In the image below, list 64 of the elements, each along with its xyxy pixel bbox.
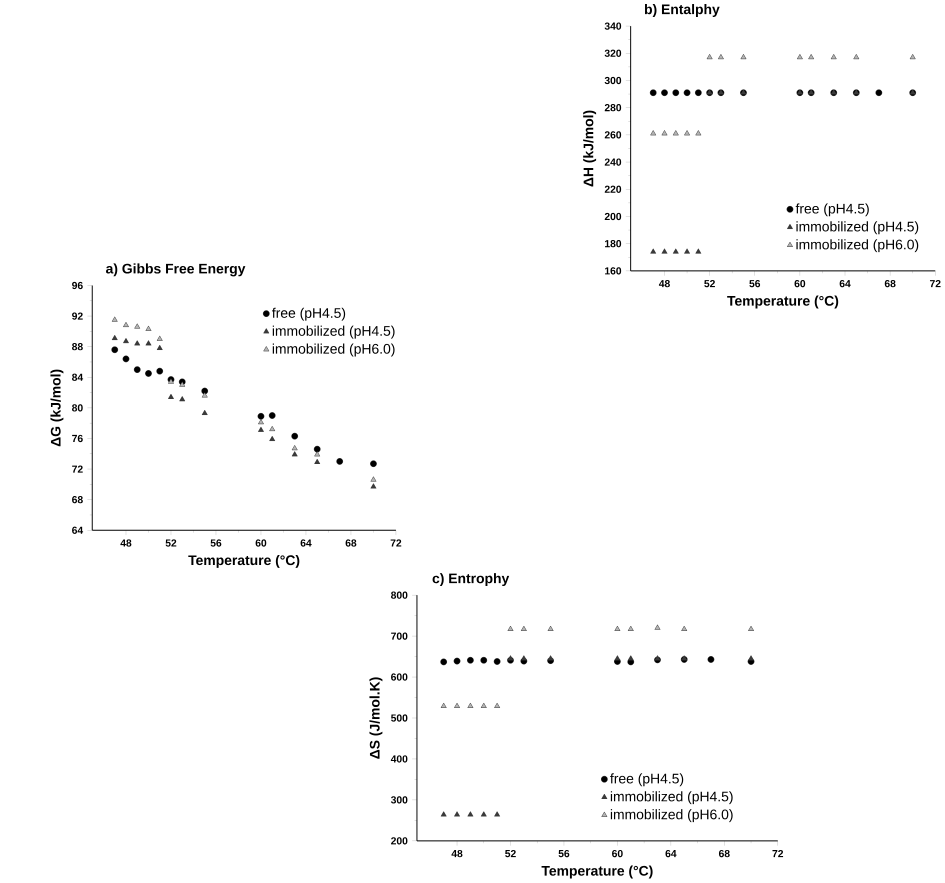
chart-title: a) Gibbs Free Energy [106, 264, 246, 277]
x-tick-label: 48 [658, 280, 670, 288]
y-tick-label: 300 [390, 796, 408, 804]
legend-label: immobilized (pH4.5) [610, 791, 733, 804]
y-tick-label: 320 [604, 50, 622, 58]
x-tick-label: 60 [256, 540, 266, 547]
legend-label: free (pH4.5) [796, 204, 869, 217]
y-tick-label: 64 [72, 526, 84, 534]
x-axis-title: Temperature (°C) [727, 296, 838, 309]
legend-label: immobilized (pH6.0) [610, 809, 733, 822]
x-tick-label: 64 [300, 540, 312, 547]
x-tick-label: 56 [749, 280, 760, 288]
y-tick-label: 200 [391, 837, 408, 845]
y-tick-label: 260 [604, 131, 622, 139]
x-tick-label: 52 [704, 280, 715, 288]
legend-label: immobilized (pH4.5) [272, 326, 395, 339]
y-tick-label: 72 [72, 466, 83, 473]
x-tick-label: 56 [210, 540, 222, 547]
y-tick-label: 76 [72, 435, 83, 442]
x-tick-label: 68 [884, 280, 896, 288]
x-tick-label: 48 [451, 850, 462, 858]
legend-label: free (pH4.5) [272, 308, 346, 321]
y-tick-label: 700 [391, 632, 408, 640]
y-tick-label: 68 [72, 496, 83, 504]
x-tick-label: 60 [794, 280, 806, 288]
y-tick-label: 800 [391, 592, 408, 600]
y-tick-label: 340 [604, 22, 622, 30]
x-tick-label: 52 [505, 850, 516, 858]
legend-label: immobilized (pH6.0) [272, 344, 395, 357]
y-axis-title: ΔG (kJ/mol) [50, 370, 64, 447]
y-tick-label: 500 [391, 714, 408, 722]
x-tick-label: 56 [558, 850, 570, 858]
x-tick-label: 68 [718, 850, 730, 858]
y-tick-label: 88 [72, 343, 83, 351]
y-tick-label: 80 [72, 404, 83, 412]
y-axis-title: ΔH (kJ/mol) [583, 110, 596, 187]
x-tick-label: 48 [120, 540, 132, 547]
y-tick-label: 400 [390, 756, 408, 763]
x-tick-label: 72 [772, 850, 784, 858]
x-tick-label: 60 [612, 850, 623, 858]
x-tick-label: 68 [346, 540, 356, 547]
y-tick-label: 240 [604, 158, 622, 166]
legend-label: free (pH4.5) [610, 774, 684, 786]
y-tick-label: 92 [72, 312, 83, 320]
x-tick-label: 52 [166, 540, 176, 547]
y-tick-label: 220 [604, 186, 622, 194]
chart-title: c) Entrophy [432, 573, 510, 586]
x-axis-title: Temperature (°C) [188, 555, 300, 568]
y-tick-label: 84 [72, 374, 84, 382]
x-tick-label: 64 [840, 280, 851, 288]
y-tick-label: 280 [604, 104, 622, 112]
y-axis-title: ΔS (J/mol.K) [369, 678, 382, 759]
x-axis-title: Temperature (°C) [542, 866, 653, 879]
y-tick-label: 200 [604, 213, 622, 220]
x-tick-label: 72 [930, 280, 941, 288]
y-tick-label: 96 [72, 282, 83, 290]
y-tick-label: 160 [605, 267, 622, 275]
legend-label: immobilized (pH6.0) [796, 239, 918, 252]
x-tick-label: 64 [666, 850, 677, 858]
y-tick-label: 300 [604, 77, 622, 84]
y-tick-label: 600 [391, 674, 408, 681]
y-tick-label: 180 [605, 240, 622, 248]
chart-title: b) Entalphy [644, 4, 720, 18]
legend-label: immobilized (pH4.5) [796, 222, 918, 234]
